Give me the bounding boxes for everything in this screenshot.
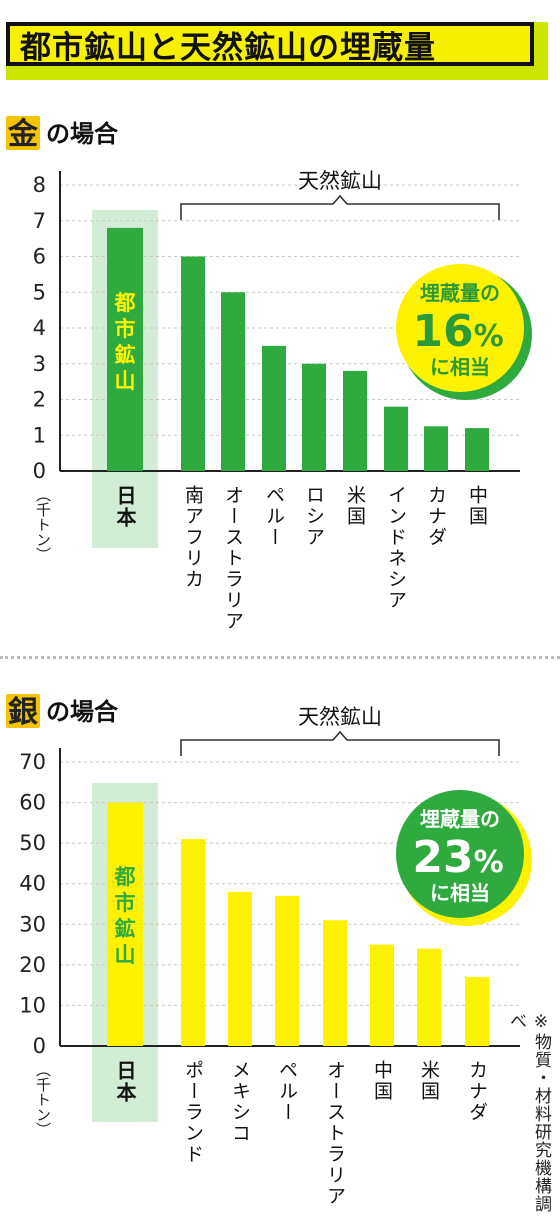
badge-percent-value: 16 [412, 306, 473, 357]
highlight-label-char: 鉱 [115, 343, 136, 367]
bar-country [221, 292, 245, 471]
y-tick-label: 0 [33, 1034, 46, 1058]
bar-country [370, 944, 394, 1046]
title-box: 都市鉱山と天然鉱山の埋蔵量 [6, 22, 534, 66]
y-tick-label: 70 [19, 750, 46, 774]
group-label: 天然鉱山 [298, 705, 382, 729]
category-label: ポーランド [182, 1060, 204, 1165]
bar-country [323, 920, 347, 1046]
bar-country [465, 977, 489, 1046]
y-tick-label: 10 [19, 993, 46, 1017]
bar-country [228, 891, 252, 1046]
badge-line3: に相当 [430, 881, 490, 905]
y-tick-label: 2 [33, 388, 46, 412]
y-tick-label: 50 [19, 831, 46, 855]
badge-percent-sign: % [474, 319, 504, 354]
gold-chart: 金の場合 0 1 2 3 4 5 6 7 8 （千トン） 日本 南アフリカ オーストラリア ペルー ロシア 米国… [6, 116, 532, 632]
category-label: 米国 [418, 1060, 440, 1102]
source-note: ※物質・材料研究機構調べ [506, 1012, 551, 1213]
silver-chart: 銀の場合 0 10 20 30 40 50 60 70 （千トン） 日本 ポーランド メキシコ ペルー オー… [6, 694, 532, 1207]
bar-country [181, 839, 205, 1046]
y-tick-label: 0 [33, 459, 46, 483]
highlight-label-char: 都 [114, 865, 136, 889]
unit-label: （千トン） [34, 487, 52, 562]
badge-line3: に相当 [430, 355, 490, 379]
y-tick-label: 3 [33, 352, 46, 376]
bar-country [417, 948, 441, 1046]
panel-title: の場合 [46, 698, 119, 726]
badge-circle [396, 264, 524, 392]
badge-percent-value: 23 [412, 832, 473, 883]
highlight-label-char: 都 [114, 291, 136, 315]
y-tick-label: 40 [19, 872, 46, 896]
title-icon-bg [6, 694, 40, 728]
bar-japan [107, 802, 143, 1046]
highlight-label-char: 山 [115, 369, 136, 393]
category-label: 南アフリカ [182, 485, 204, 590]
highlight-label-char: 市 [115, 891, 136, 915]
category-label: ロシア [303, 485, 325, 548]
bar-country [465, 428, 489, 471]
y-tick-label: 4 [33, 316, 46, 340]
category-label: インドネシア [385, 485, 407, 611]
title-icon-char: 銀 [8, 695, 38, 730]
bar-country [181, 256, 205, 471]
category-label: オーストラリア [222, 485, 244, 632]
y-tick-label: 8 [33, 173, 46, 197]
category-label: オーストラリア [324, 1060, 346, 1207]
title-banner: 都市鉱山と天然鉱山の埋蔵量 [6, 22, 548, 80]
category-label: 日本 [113, 1060, 137, 1104]
y-tick-label: 1 [33, 423, 46, 447]
badge-percent-sign: % [474, 845, 504, 880]
category-label: メキシコ [229, 1060, 251, 1144]
bar-japan [107, 227, 143, 471]
page-title: 都市鉱山と天然鉱山の埋蔵量 [20, 29, 436, 66]
badge-circle [396, 790, 524, 918]
group-label: 天然鉱山 [298, 169, 382, 193]
unit-label: （千トン） [34, 1062, 52, 1137]
category-label: 中国 [371, 1060, 393, 1102]
badge-percent: 16% [412, 306, 503, 357]
group-bracket [180, 194, 500, 220]
y-tick-label: 30 [19, 912, 46, 936]
highlight-label-char: 市 [115, 317, 136, 341]
title-icon-bg [6, 116, 40, 150]
badge-line1: 埋蔵量の [420, 281, 500, 305]
badge-percent: 23% [412, 832, 503, 883]
group-bracket [180, 730, 500, 756]
y-tick-label: 5 [33, 280, 46, 304]
panel-title: の場合 [46, 120, 119, 148]
category-label: 米国 [344, 485, 366, 527]
bar-country [384, 406, 408, 471]
highlight-label-char: 山 [115, 943, 136, 967]
bar-country [275, 895, 299, 1046]
section-divider [0, 656, 560, 659]
badge-line1: 埋蔵量の [420, 807, 500, 831]
category-label: カナダ [466, 1060, 488, 1123]
y-tick-label: 7 [33, 209, 46, 233]
y-tick-label: 20 [19, 953, 46, 977]
category-label: 中国 [466, 485, 488, 527]
y-tick-label: 60 [19, 791, 46, 815]
title-icon-char: 金 [7, 117, 39, 152]
bar-country [302, 363, 326, 471]
bar-country [343, 370, 367, 471]
category-label: ペルー [263, 485, 285, 548]
category-label: ペルー [276, 1060, 298, 1123]
y-tick-label: 6 [33, 245, 46, 269]
bar-country [424, 426, 448, 471]
category-label: カナダ [425, 485, 447, 548]
category-label: 日本 [113, 485, 137, 529]
highlight-label-char: 鉱 [115, 917, 136, 941]
bar-country [262, 345, 286, 471]
